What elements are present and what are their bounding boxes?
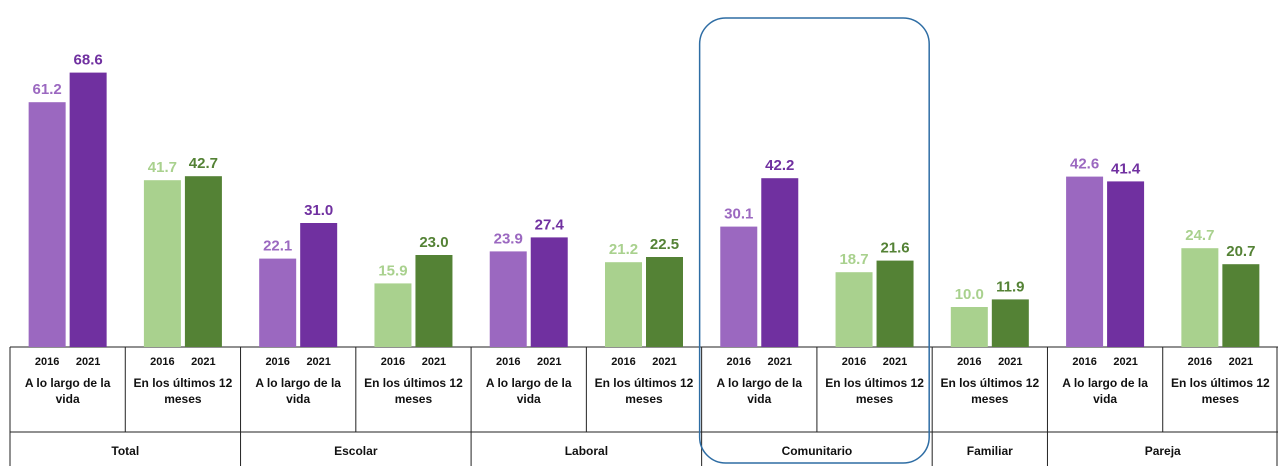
year-label: 2016 — [1072, 356, 1096, 368]
bar — [835, 272, 873, 347]
value-label: 61.2 — [33, 81, 62, 98]
year-label: 2021 — [652, 356, 676, 368]
group-label: Familiar — [967, 444, 1013, 458]
category-label: A lo largo de la vida — [255, 376, 341, 406]
bar — [530, 237, 568, 347]
year-label: 2021 — [1113, 356, 1137, 368]
category-label: En los últimos 12 meses — [364, 376, 463, 406]
category-label: En los últimos 12 meses — [1171, 376, 1270, 406]
bar — [720, 226, 758, 347]
year-label: 2021 — [998, 356, 1022, 368]
bar — [374, 283, 412, 347]
value-label: 10.0 — [955, 286, 984, 303]
bar — [876, 260, 914, 347]
category-label: En los últimos 12 meses — [940, 376, 1040, 406]
bar — [646, 257, 683, 347]
year-label: 2016 — [727, 356, 751, 368]
value-label: 15.9 — [378, 262, 407, 279]
bar — [259, 258, 297, 347]
category-label: A lo largo de la vida — [1062, 376, 1148, 406]
value-label: 42.7 — [189, 155, 218, 172]
bar — [991, 299, 1029, 347]
bar — [1066, 176, 1104, 347]
year-label: 2021 — [306, 356, 330, 368]
bar — [415, 255, 453, 347]
bar — [1107, 181, 1145, 347]
year-label: 2016 — [265, 356, 289, 368]
value-label: 30.1 — [724, 206, 753, 223]
bar — [1222, 264, 1260, 347]
category-label: A lo largo de la vida — [24, 376, 111, 406]
group-label: Escolar — [334, 444, 378, 458]
value-label: 11.9 — [996, 278, 1024, 295]
value-label: 41.4 — [1111, 160, 1141, 177]
year-label: 2021 — [1229, 356, 1253, 368]
year-label: 2021 — [191, 356, 215, 368]
category-label: En los últimos 12 meses — [133, 376, 233, 406]
value-label: 20.7 — [1226, 243, 1255, 260]
year-label: 2021 — [76, 356, 100, 368]
group-label: Total — [111, 444, 139, 458]
value-label: 21.2 — [609, 241, 638, 258]
value-label: 24.7 — [1185, 227, 1214, 244]
bar — [300, 223, 338, 347]
year-label: 2016 — [35, 356, 59, 368]
value-label: 42.2 — [765, 157, 794, 174]
value-label: 22.5 — [650, 236, 679, 253]
value-label: 22.1 — [263, 238, 292, 255]
bar — [761, 178, 799, 347]
year-label: 2016 — [150, 356, 174, 368]
value-label: 68.6 — [74, 52, 103, 69]
year-label: 2016 — [842, 356, 866, 368]
group-label: Comunitario — [782, 444, 853, 458]
bar — [184, 176, 222, 347]
bar — [69, 72, 107, 347]
value-label: 27.4 — [535, 216, 565, 233]
year-label: 2021 — [883, 356, 907, 368]
category-label: A lo largo de la vida — [485, 376, 572, 406]
value-label: 41.7 — [148, 159, 177, 176]
value-label: 23.9 — [494, 230, 523, 247]
year-label: 2016 — [957, 356, 981, 368]
value-label: 42.6 — [1070, 156, 1099, 173]
category-label: A lo largo de la vida — [716, 376, 803, 406]
year-label: 2021 — [422, 356, 446, 368]
year-label: 2016 — [496, 356, 520, 368]
bar — [605, 262, 642, 347]
group-label: Laboral — [565, 444, 608, 458]
year-label: 2021 — [768, 356, 792, 368]
year-label: 2021 — [537, 356, 561, 368]
value-label: 18.7 — [839, 251, 868, 268]
bar — [489, 251, 527, 347]
bar — [28, 102, 66, 347]
bar — [950, 307, 988, 347]
highlight-box — [698, 17, 930, 464]
value-label: 31.0 — [304, 202, 333, 219]
value-label: 23.0 — [419, 234, 448, 251]
year-label: 2016 — [381, 356, 405, 368]
value-label: 21.6 — [880, 240, 909, 257]
category-label: En los últimos 12 meses — [825, 376, 924, 406]
year-label: 2016 — [611, 356, 635, 368]
bar — [1181, 248, 1219, 347]
year-label: 2016 — [1188, 356, 1212, 368]
bar — [143, 180, 181, 347]
category-label: En los últimos 12 meses — [594, 376, 694, 406]
group-label: Pareja — [1145, 444, 1181, 458]
